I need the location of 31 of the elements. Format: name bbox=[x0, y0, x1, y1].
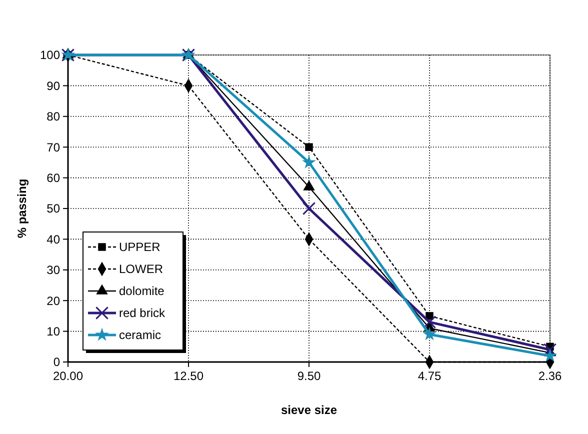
legend-label: red brick bbox=[119, 306, 166, 320]
x-axis-title: sieve size bbox=[280, 403, 338, 417]
y-tick-label: 80 bbox=[46, 110, 60, 124]
y-tick-label: 10 bbox=[46, 324, 60, 338]
y-tick-label: 100 bbox=[40, 48, 60, 62]
legend-label: ceramic bbox=[119, 328, 162, 342]
legend-label: dolomite bbox=[119, 284, 165, 298]
y-tick-label: 70 bbox=[46, 140, 60, 154]
x-tick-label: 9.50 bbox=[297, 369, 321, 383]
y-axis-title: % passing bbox=[15, 178, 29, 238]
point bbox=[422, 327, 436, 340]
legend-label: LOWER bbox=[119, 262, 164, 276]
y-tick-label: 30 bbox=[46, 263, 60, 278]
point bbox=[543, 343, 557, 356]
point bbox=[303, 180, 315, 190]
y-tick-label: 60 bbox=[46, 171, 60, 185]
point bbox=[422, 316, 436, 329]
point bbox=[302, 202, 316, 216]
y-tick-label: 90 bbox=[46, 78, 60, 93]
point bbox=[305, 143, 313, 151]
x-tick-label: 2.36 bbox=[538, 369, 562, 383]
x-tick-label: 20.00 bbox=[52, 369, 84, 383]
x-tick-label: 4.75 bbox=[418, 369, 442, 383]
y-tick-label: 40 bbox=[46, 232, 60, 246]
x-tick-label: 12.50 bbox=[173, 369, 204, 383]
y-tick-label: 50 bbox=[46, 202, 60, 216]
point bbox=[543, 348, 557, 362]
legend-label: UPPER bbox=[119, 240, 161, 254]
y-tick-label: 20 bbox=[46, 294, 60, 308]
y-tick-label: 0 bbox=[53, 355, 60, 370]
point bbox=[302, 155, 316, 168]
